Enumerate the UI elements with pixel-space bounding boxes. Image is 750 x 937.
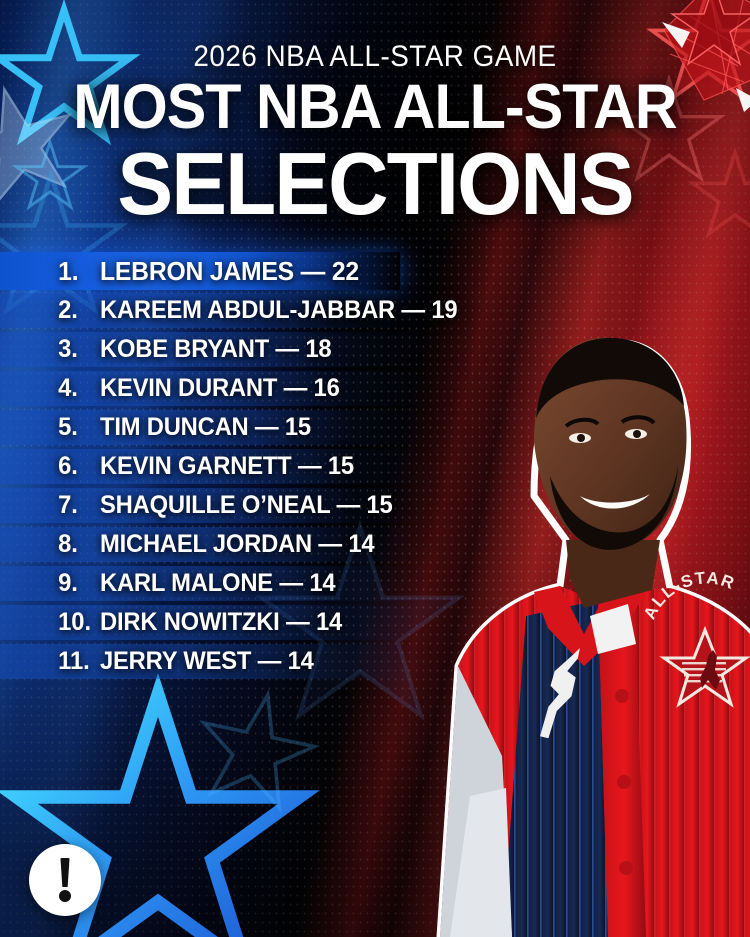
jumpman-logo	[540, 648, 580, 739]
player-name-and-count: KAREEM ABDUL-JABBAR — 19	[100, 296, 458, 324]
player-name-and-count: KEVIN GARNETT — 15	[100, 452, 354, 480]
rank-number: 7.	[58, 491, 78, 519]
star-outline-icon	[687, 146, 750, 240]
logo-badge[interactable]	[29, 844, 101, 916]
row-highlight-band	[0, 252, 400, 290]
row-highlight-band	[0, 449, 430, 484]
player-name-and-count: KOBE BRYANT — 18	[100, 335, 332, 363]
star-outline-icon	[11, 137, 89, 212]
player-name-and-count: DIRK NOWITZKI — 14	[100, 608, 343, 636]
row-highlight-band	[0, 410, 430, 445]
row-highlight-band	[0, 488, 430, 523]
ranking-row: 5. TIM DUNCAN — 15	[0, 408, 560, 447]
star-outline-icon	[185, 679, 327, 821]
row-highlight-band	[0, 293, 430, 328]
ranking-row: 9. KARL MALONE — 14	[0, 564, 560, 603]
rankings-list: 1. LEBRON JAMES — 22 2. KAREEM ABDUL-JABBAR…	[0, 252, 560, 681]
rank-number: 11.	[58, 647, 90, 675]
kicker-text: 2026 NBA ALL-STAR GAME	[193, 40, 557, 73]
row-highlight-band	[0, 527, 430, 562]
title-line-2: SELECTIONS	[117, 134, 634, 233]
rank-number: 8.	[58, 530, 78, 558]
ranking-row: 7. SHAQUILLE O’NEAL — 15	[0, 486, 560, 525]
star-outline-icon	[0, 0, 141, 146]
star-outline-icon	[612, 73, 726, 186]
row-highlight-band	[0, 605, 430, 640]
player-name-and-count: JERRY WEST — 14	[100, 647, 314, 675]
ranking-row: 10. DIRK NOWITZKI — 14	[0, 603, 560, 642]
row-highlight-band	[0, 644, 430, 679]
rank-number: 9.	[58, 569, 78, 597]
player-name-and-count: SHAQUILLE O’NEAL — 15	[100, 491, 393, 519]
rank-number: 6.	[58, 452, 78, 480]
ranking-row: 6. KEVIN GARNETT — 15	[0, 447, 560, 486]
star-outline-icon	[0, 71, 91, 216]
ranking-row: 2. KAREEM ABDUL-JABBAR — 19	[0, 291, 560, 330]
ranking-row: 8. MICHAEL JORDAN — 14	[0, 525, 560, 564]
title-line-1: MOST NBA ALL-STAR	[73, 72, 677, 142]
player-name-and-count: KARL MALONE — 14	[100, 569, 336, 597]
ranking-row: 11. JERRY WEST — 14	[0, 642, 560, 681]
rank-number: 3.	[58, 335, 78, 363]
exclamation-mark-icon	[59, 858, 72, 902]
rank-number: 4.	[58, 374, 78, 402]
red-starburst-graphic	[618, 0, 750, 180]
ranking-row: 4. KEVIN DURANT — 16	[0, 369, 560, 408]
player-photo-lebron-james: ALL-STAR	[384, 196, 750, 937]
player-name-and-count: KEVIN DURANT — 16	[100, 374, 340, 402]
player-name-and-count: MICHAEL JORDAN — 14	[100, 530, 375, 558]
rank-number: 5.	[58, 413, 78, 441]
row-highlight-band	[0, 332, 430, 367]
ranking-row: 3. KOBE BRYANT — 18	[0, 330, 560, 369]
rank-number: 2.	[58, 296, 78, 324]
ranking-row: 1. LEBRON JAMES — 22	[0, 252, 560, 291]
player-name-and-count: TIM DUNCAN — 15	[100, 413, 311, 441]
rank-number: 1.	[58, 256, 79, 286]
row-highlight-band	[0, 371, 430, 406]
row-highlight-band	[0, 566, 430, 601]
star-outline-icon	[0, 673, 320, 937]
player-name-and-count: LEBRON JAMES — 22	[100, 256, 359, 286]
rank-number: 10.	[58, 608, 92, 636]
